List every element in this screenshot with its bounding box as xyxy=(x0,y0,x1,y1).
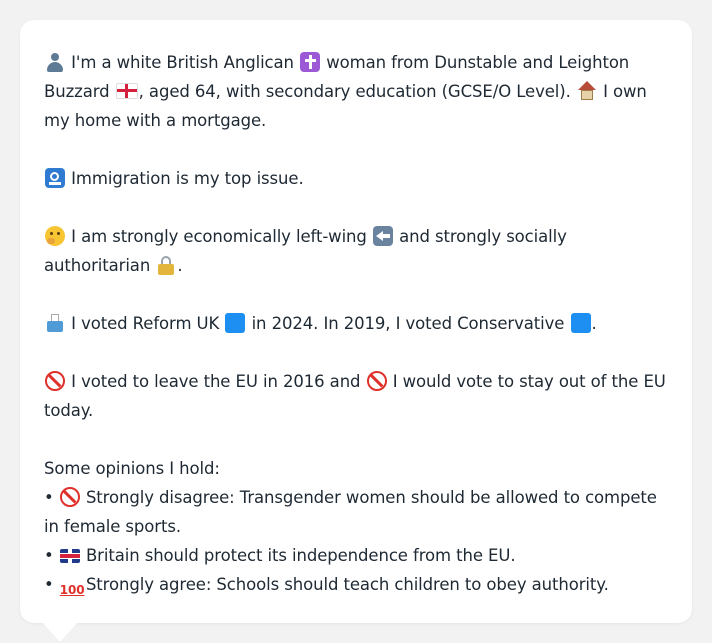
vote-text-1: I voted Reform UK xyxy=(71,314,220,333)
ideology-paragraph: I am strongly economically left-wing and… xyxy=(44,226,567,275)
vote-paragraph: I voted Reform UK in 2024. In 2019, I vo… xyxy=(44,309,674,338)
intro-text-4: I own my home with a mortgage. xyxy=(44,82,647,130)
blue-square-icon xyxy=(570,313,591,333)
eu-paragraph: I voted to leave the EU in 2016 and I wo… xyxy=(44,367,674,425)
england-flag-icon xyxy=(115,83,138,99)
ideology-text-1: I am strongly economically left-wing xyxy=(71,227,367,246)
issue-text: Immigration is my top issue. xyxy=(71,169,304,188)
prohibited-icon xyxy=(59,487,80,507)
uk-flag-icon xyxy=(59,549,80,563)
left-arrow-icon xyxy=(372,226,393,246)
hundred-points-icon xyxy=(60,580,80,600)
message-card: I'm a white British Anglican woman from … xyxy=(20,20,692,623)
opinion-item: • Strongly agree: Schools should teach c… xyxy=(44,570,674,600)
intro-paragraph: I'm a white British Anglican woman from … xyxy=(44,48,674,135)
speech-bubble-tail xyxy=(42,622,78,642)
intro-text-3: , aged 64, with secondary education (GCS… xyxy=(138,82,571,101)
opinion-item: • Britain should protect its independenc… xyxy=(44,546,516,565)
ideology-text-2: and strongly socially authoritarian xyxy=(44,227,567,275)
eu-text-2: I would vote to stay out of the EU today… xyxy=(44,372,666,420)
passport-control-icon xyxy=(45,168,65,188)
lock-icon xyxy=(156,255,176,275)
eu-text-1: I voted to leave the EU in 2016 and xyxy=(71,372,361,391)
issue-paragraph: Immigration is my top issue. xyxy=(44,164,674,193)
prohibited-icon xyxy=(45,371,65,391)
opinion-text: Britain should protect its independence … xyxy=(85,546,516,565)
vote-text-2: in 2024. In 2019, I voted Conservative xyxy=(251,314,565,333)
thinking-face-icon xyxy=(45,226,65,246)
house-icon xyxy=(577,81,597,101)
person-icon xyxy=(45,52,65,72)
intro-text-2: woman from Dunstable and Leighton Buzzar… xyxy=(44,53,630,101)
prohibited-icon xyxy=(366,371,387,391)
opinion-item: • Strongly disagree: Transgender women s… xyxy=(44,487,657,536)
opinion-text: Strongly agree: Schools should teach chi… xyxy=(85,575,609,594)
blue-square-icon xyxy=(225,313,246,333)
message-content: I'm a white British Anglican woman from … xyxy=(44,48,674,600)
ballot-box-icon xyxy=(45,313,65,333)
cross-icon xyxy=(300,52,321,72)
opinion-text: Strongly disagree: Transgender women sho… xyxy=(44,488,657,536)
intro-text-1: I'm a white British Anglican xyxy=(71,53,294,72)
opinions-heading: Some opinions I hold: xyxy=(44,459,220,478)
